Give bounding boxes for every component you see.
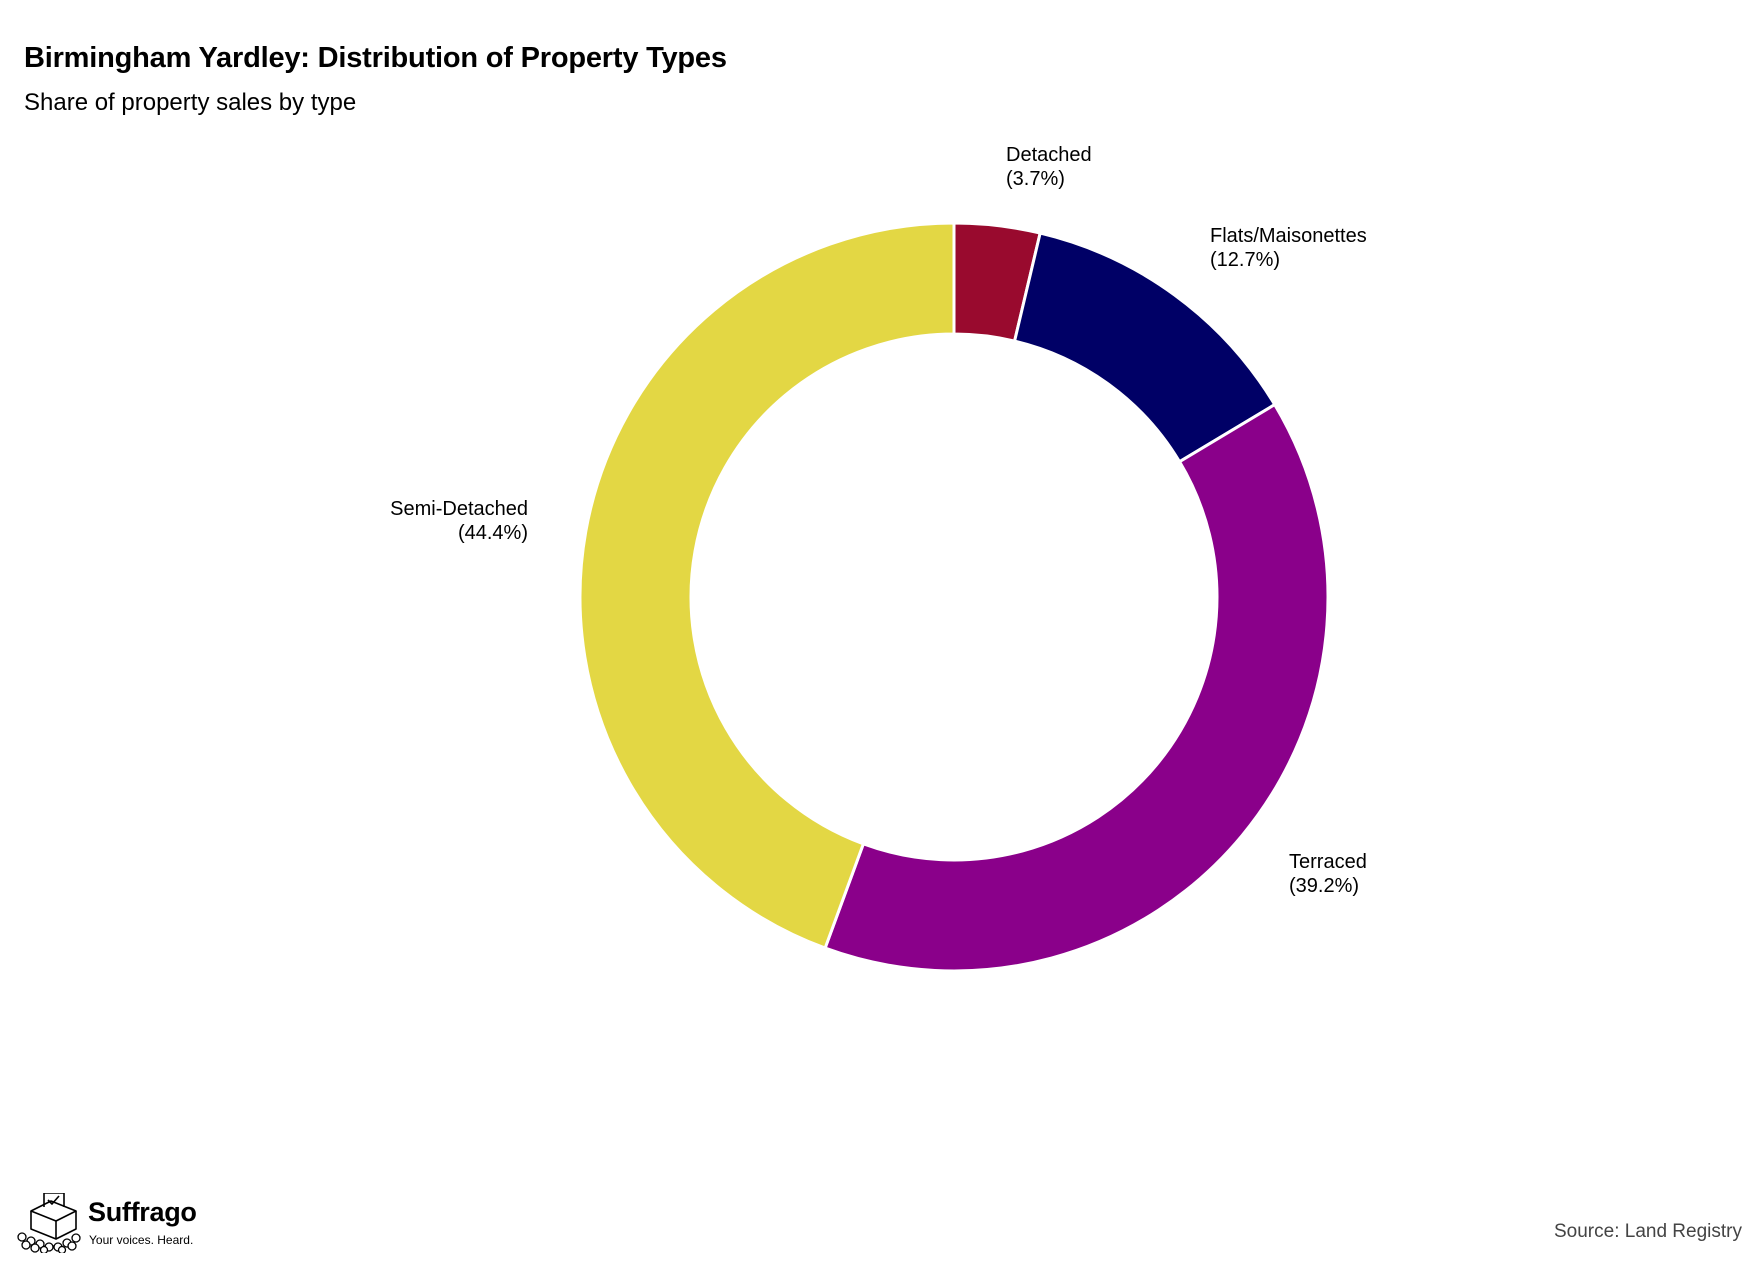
slice-label-value: (3.7%) [1006,168,1065,190]
slice-label-value: (44.4%) [457,522,528,544]
slice-label-flats-maisonettes: Flats/Maisonettes (12.7%) [1210,224,1367,272]
slice-label-name: Terraced [1289,851,1367,873]
slice-label-name: Detached [1006,144,1092,166]
source-note: Source: Land Registry [1554,1221,1742,1242]
slice-label-name: Semi-Detached [390,498,528,520]
brand-logo: Suffrago Your voices. Heard. [16,1193,216,1253]
slice-label-name: Flats/Maisonettes [1210,225,1367,247]
brand-tagline: Your voices. Heard. [89,1233,194,1247]
slice-label-value: (39.2%) [1289,875,1360,897]
donut-slice-terraced [823,402,1330,973]
donut-slice-semi-detached [578,221,956,951]
slice-label-detached: Detached (3.7%) [1006,143,1092,191]
slice-label-semi-detached: Semi-Detached (44.4%) [390,497,528,545]
brand-name: Suffrago [88,1197,197,1227]
slice-label-terraced: Terraced (39.2%) [1289,850,1367,898]
chart-title: Birmingham Yardley: Distribution of Prop… [24,42,727,74]
slice-label-value: (12.7%) [1210,249,1281,271]
ballot-box-crowd-icon [17,1193,81,1253]
chart-subtitle: Share of property sales by type [24,89,357,116]
